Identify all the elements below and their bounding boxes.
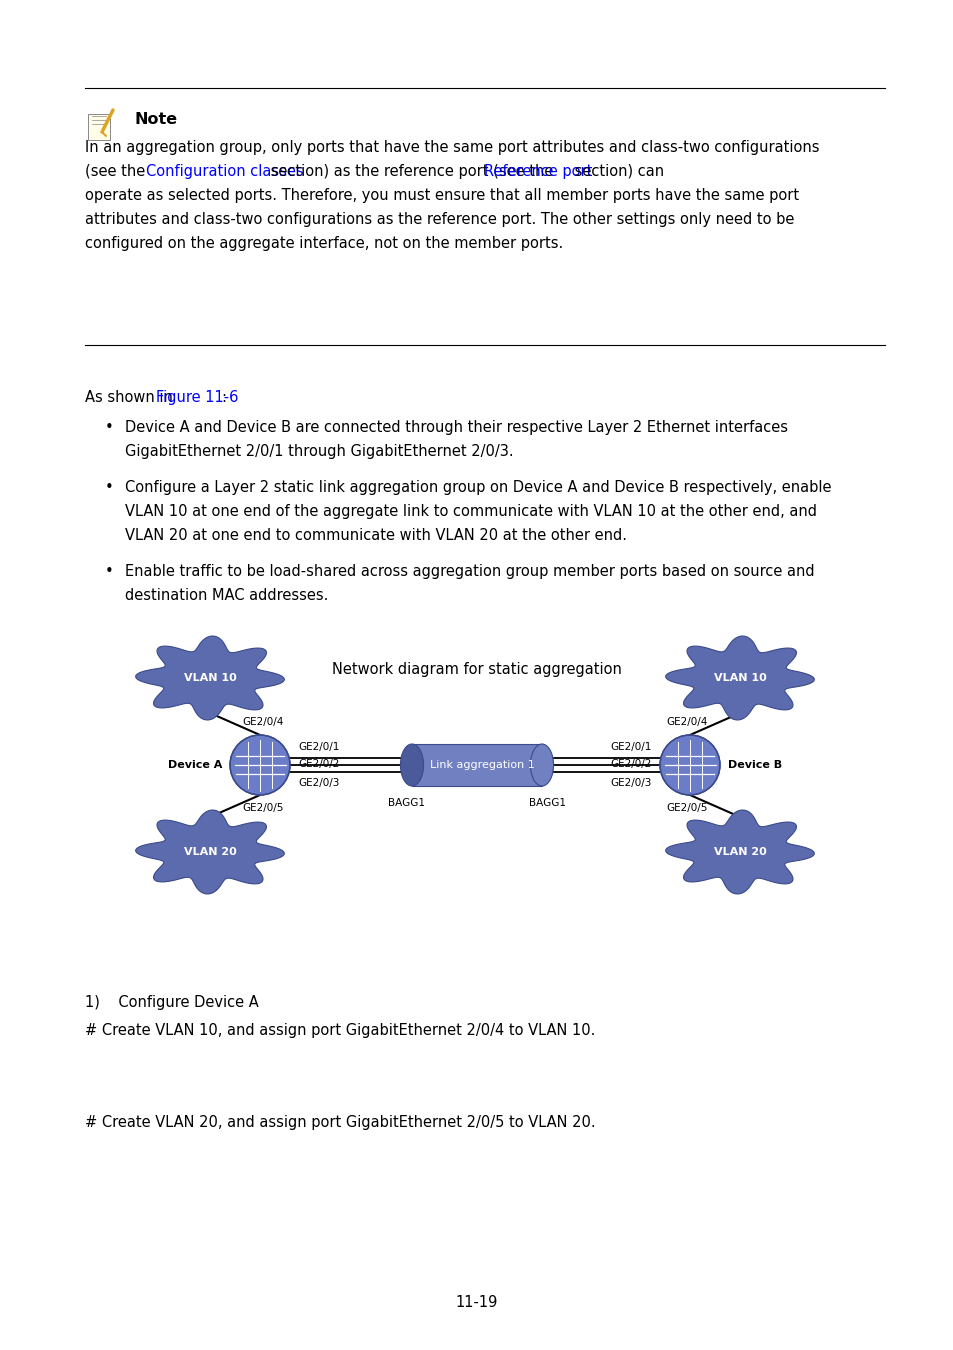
Polygon shape: [135, 810, 284, 894]
Text: BAGG1: BAGG1: [388, 798, 425, 809]
Text: GE2/0/3: GE2/0/3: [610, 778, 651, 788]
Text: VLAN 20: VLAN 20: [183, 846, 236, 857]
Text: •: •: [105, 481, 113, 495]
Text: VLAN 10 at one end of the aggregate link to communicate with VLAN 10 at the othe: VLAN 10 at one end of the aggregate link…: [125, 504, 816, 518]
Text: Device A and Device B are connected through their respective Layer 2 Ethernet in: Device A and Device B are connected thro…: [125, 420, 787, 435]
Text: (see the: (see the: [85, 163, 150, 180]
Text: section) as the reference port (see the: section) as the reference port (see the: [266, 163, 558, 180]
Text: GE2/0/3: GE2/0/3: [297, 778, 339, 788]
Text: Link aggregation 1: Link aggregation 1: [429, 760, 534, 770]
FancyBboxPatch shape: [412, 744, 541, 786]
Text: # Create VLAN 20, and assign port GigabitEthernet 2/0/5 to VLAN 20.: # Create VLAN 20, and assign port Gigabi…: [85, 1115, 595, 1130]
Text: •: •: [105, 420, 113, 435]
Text: As shown in: As shown in: [85, 390, 177, 405]
Text: GE2/0/5: GE2/0/5: [242, 803, 283, 813]
Text: VLAN 20: VLAN 20: [713, 846, 765, 857]
Circle shape: [230, 734, 290, 795]
Text: Enable traffic to be load-shared across aggregation group member ports based on : Enable traffic to be load-shared across …: [125, 564, 814, 579]
Text: •: •: [105, 564, 113, 579]
Text: VLAN 10: VLAN 10: [713, 674, 765, 683]
Text: GE2/0/1: GE2/0/1: [610, 743, 651, 752]
Text: Figure 11-6: Figure 11-6: [155, 390, 237, 405]
Text: GE2/0/2: GE2/0/2: [610, 759, 651, 769]
Text: GE2/0/1: GE2/0/1: [297, 743, 339, 752]
Text: GE2/0/4: GE2/0/4: [666, 717, 707, 728]
Text: Note: Note: [135, 112, 178, 127]
Text: 11-19: 11-19: [456, 1295, 497, 1309]
Text: 1)    Configure Device A: 1) Configure Device A: [85, 995, 258, 1010]
Text: Configure a Layer 2 static link aggregation group on Device A and Device B respe: Configure a Layer 2 static link aggregat…: [125, 481, 831, 495]
Text: Network diagram for static aggregation: Network diagram for static aggregation: [332, 662, 621, 676]
Text: GigabitEthernet 2/0/1 through GigabitEthernet 2/0/3.: GigabitEthernet 2/0/1 through GigabitEth…: [125, 444, 513, 459]
Text: BAGG1: BAGG1: [528, 798, 565, 809]
Polygon shape: [665, 810, 814, 894]
Text: Reference port: Reference port: [483, 163, 591, 180]
Text: :: :: [221, 390, 226, 405]
Text: section) can: section) can: [570, 163, 664, 180]
Circle shape: [659, 734, 720, 795]
Text: configured on the aggregate interface, not on the member ports.: configured on the aggregate interface, n…: [85, 236, 562, 251]
Polygon shape: [665, 636, 814, 720]
Text: In an aggregation group, only ports that have the same port attributes and class: In an aggregation group, only ports that…: [85, 140, 819, 155]
Text: VLAN 10: VLAN 10: [183, 674, 236, 683]
Text: GE2/0/5: GE2/0/5: [666, 803, 707, 813]
Text: destination MAC addresses.: destination MAC addresses.: [125, 589, 328, 603]
Text: attributes and class-two configurations as the reference port. The other setting: attributes and class-two configurations …: [85, 212, 794, 227]
FancyBboxPatch shape: [88, 113, 110, 140]
Ellipse shape: [530, 744, 553, 786]
Polygon shape: [135, 636, 284, 720]
Ellipse shape: [400, 744, 423, 786]
Text: GE2/0/4: GE2/0/4: [242, 717, 283, 728]
Text: Device B: Device B: [727, 760, 781, 770]
Text: GE2/0/2: GE2/0/2: [297, 759, 339, 769]
Text: VLAN 20 at one end to communicate with VLAN 20 at the other end.: VLAN 20 at one end to communicate with V…: [125, 528, 626, 543]
Text: operate as selected ports. Therefore, you must ensure that all member ports have: operate as selected ports. Therefore, yo…: [85, 188, 799, 202]
Text: # Create VLAN 10, and assign port GigabitEthernet 2/0/4 to VLAN 10.: # Create VLAN 10, and assign port Gigabi…: [85, 1023, 595, 1038]
Text: Configuration classes: Configuration classes: [147, 163, 304, 180]
Text: Device A: Device A: [168, 760, 222, 770]
